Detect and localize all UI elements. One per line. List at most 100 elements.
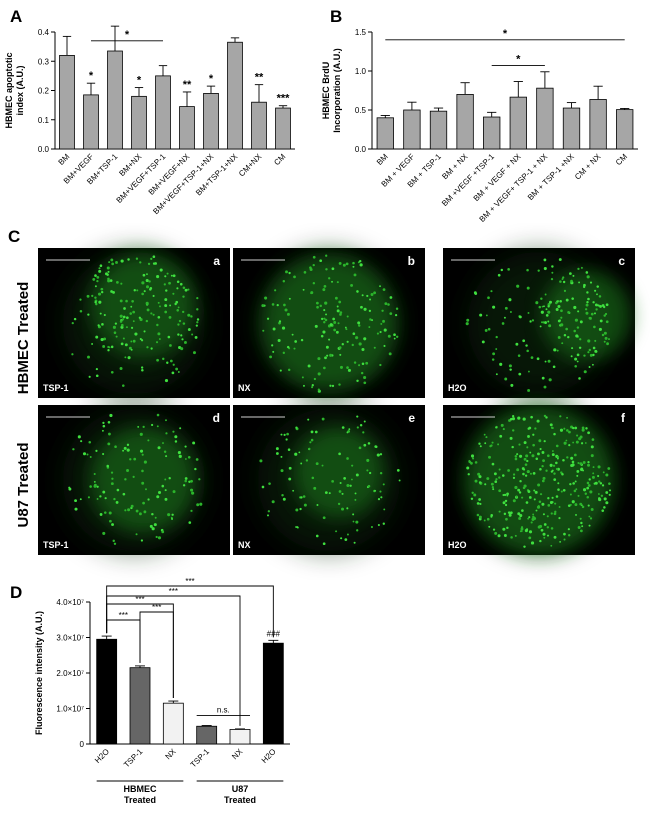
cell-dot <box>557 304 561 308</box>
cell-dot <box>135 509 139 513</box>
cell-dot <box>349 484 352 487</box>
cell-dot <box>141 281 145 285</box>
cell-dot <box>168 281 171 285</box>
cell-dot <box>323 317 326 320</box>
x-tick-label: H2O <box>93 747 111 765</box>
cell-dot <box>93 472 96 476</box>
cell-dot <box>519 454 523 458</box>
cell-dot <box>363 443 367 447</box>
cell-dot <box>109 279 113 283</box>
cell-dot <box>176 280 180 284</box>
cell-dot <box>528 516 531 519</box>
cell-dot <box>158 491 162 495</box>
cell-dot <box>569 503 572 506</box>
cell-dot <box>367 442 371 445</box>
cell-dot <box>380 322 383 325</box>
cell-dot <box>521 496 524 499</box>
micrograph-tile: c H2O <box>443 248 635 398</box>
bar <box>227 41 243 150</box>
tile-label: H2O <box>448 383 467 393</box>
cell-dot <box>495 348 498 350</box>
cell-dot <box>100 337 104 342</box>
cell-dot <box>573 489 577 493</box>
cell-dot <box>132 339 136 343</box>
cell-dot <box>143 460 147 464</box>
cell-dot <box>156 341 159 344</box>
cell-dot <box>282 351 285 355</box>
cell-dot <box>514 457 518 461</box>
cell-dot <box>544 321 547 324</box>
cell-dot <box>605 491 609 494</box>
cell-dot <box>89 485 92 488</box>
tile-label: NX <box>238 540 251 550</box>
cell-dot <box>541 465 544 468</box>
tile-label: NX <box>238 383 251 393</box>
cell-dot <box>543 536 546 539</box>
cell-dot <box>503 493 507 497</box>
cell-dot <box>560 309 563 313</box>
cell-dot <box>502 501 506 505</box>
cell-dot <box>509 513 512 515</box>
cell-dot <box>320 334 324 338</box>
cell-dot <box>570 355 573 358</box>
cell-dot <box>498 510 501 513</box>
cell-dot <box>588 478 591 481</box>
cell-dot <box>196 321 199 324</box>
cell-dot <box>91 343 94 345</box>
cell-dot <box>107 349 110 352</box>
cell-dot <box>576 353 580 357</box>
cell-dot <box>580 529 583 533</box>
cell-dot <box>604 336 608 340</box>
cell-dot <box>114 322 118 325</box>
cell-dot <box>116 488 120 492</box>
cell-dot <box>582 461 586 464</box>
bar <box>536 87 554 150</box>
cell-dot <box>191 491 195 495</box>
cell-dot <box>377 524 380 527</box>
cell-dot <box>311 476 315 480</box>
cell-dot <box>586 481 590 485</box>
cell-dot <box>605 501 609 505</box>
cell-dot <box>71 353 74 356</box>
cell-dot <box>570 279 573 283</box>
micrograph-tile: a TSP-1 <box>38 248 230 398</box>
cell-dot <box>337 502 341 506</box>
cell-dot <box>132 320 135 323</box>
cell-dot <box>335 530 338 533</box>
cell-dot <box>148 280 151 283</box>
cell-dot <box>157 315 161 319</box>
bar <box>59 55 75 150</box>
cell-dot <box>558 258 562 262</box>
cell-dot <box>507 469 510 472</box>
cell-dot <box>171 513 174 516</box>
cell-dot <box>608 482 611 485</box>
cell-dot <box>393 337 396 340</box>
cell-dot <box>345 262 349 266</box>
cell-dot <box>565 439 568 442</box>
cell-dot <box>539 493 543 496</box>
cell-dot <box>143 510 147 514</box>
cell-dot <box>541 376 545 380</box>
cell-dot <box>512 476 516 479</box>
cell-dot <box>383 328 387 332</box>
cell-dot <box>346 431 349 434</box>
bar <box>83 94 99 150</box>
cell-dot <box>331 280 333 283</box>
cell-dot <box>315 534 319 538</box>
cell-dot <box>563 333 567 337</box>
cell-dot <box>88 375 91 378</box>
cell-cluster <box>293 427 384 518</box>
cell-dot <box>196 308 199 311</box>
cell-dot <box>581 505 585 509</box>
cell-dot <box>95 335 99 339</box>
cell-dot <box>586 496 589 499</box>
cell-dot <box>320 317 324 321</box>
cell-dot <box>568 444 571 447</box>
cell-dot <box>124 356 127 359</box>
cell-dot <box>579 517 582 520</box>
cell-dot <box>338 346 342 350</box>
cell-dot <box>332 317 335 321</box>
cell-dot <box>575 513 577 516</box>
cell-dot <box>122 337 125 340</box>
cell-dot <box>358 324 361 327</box>
